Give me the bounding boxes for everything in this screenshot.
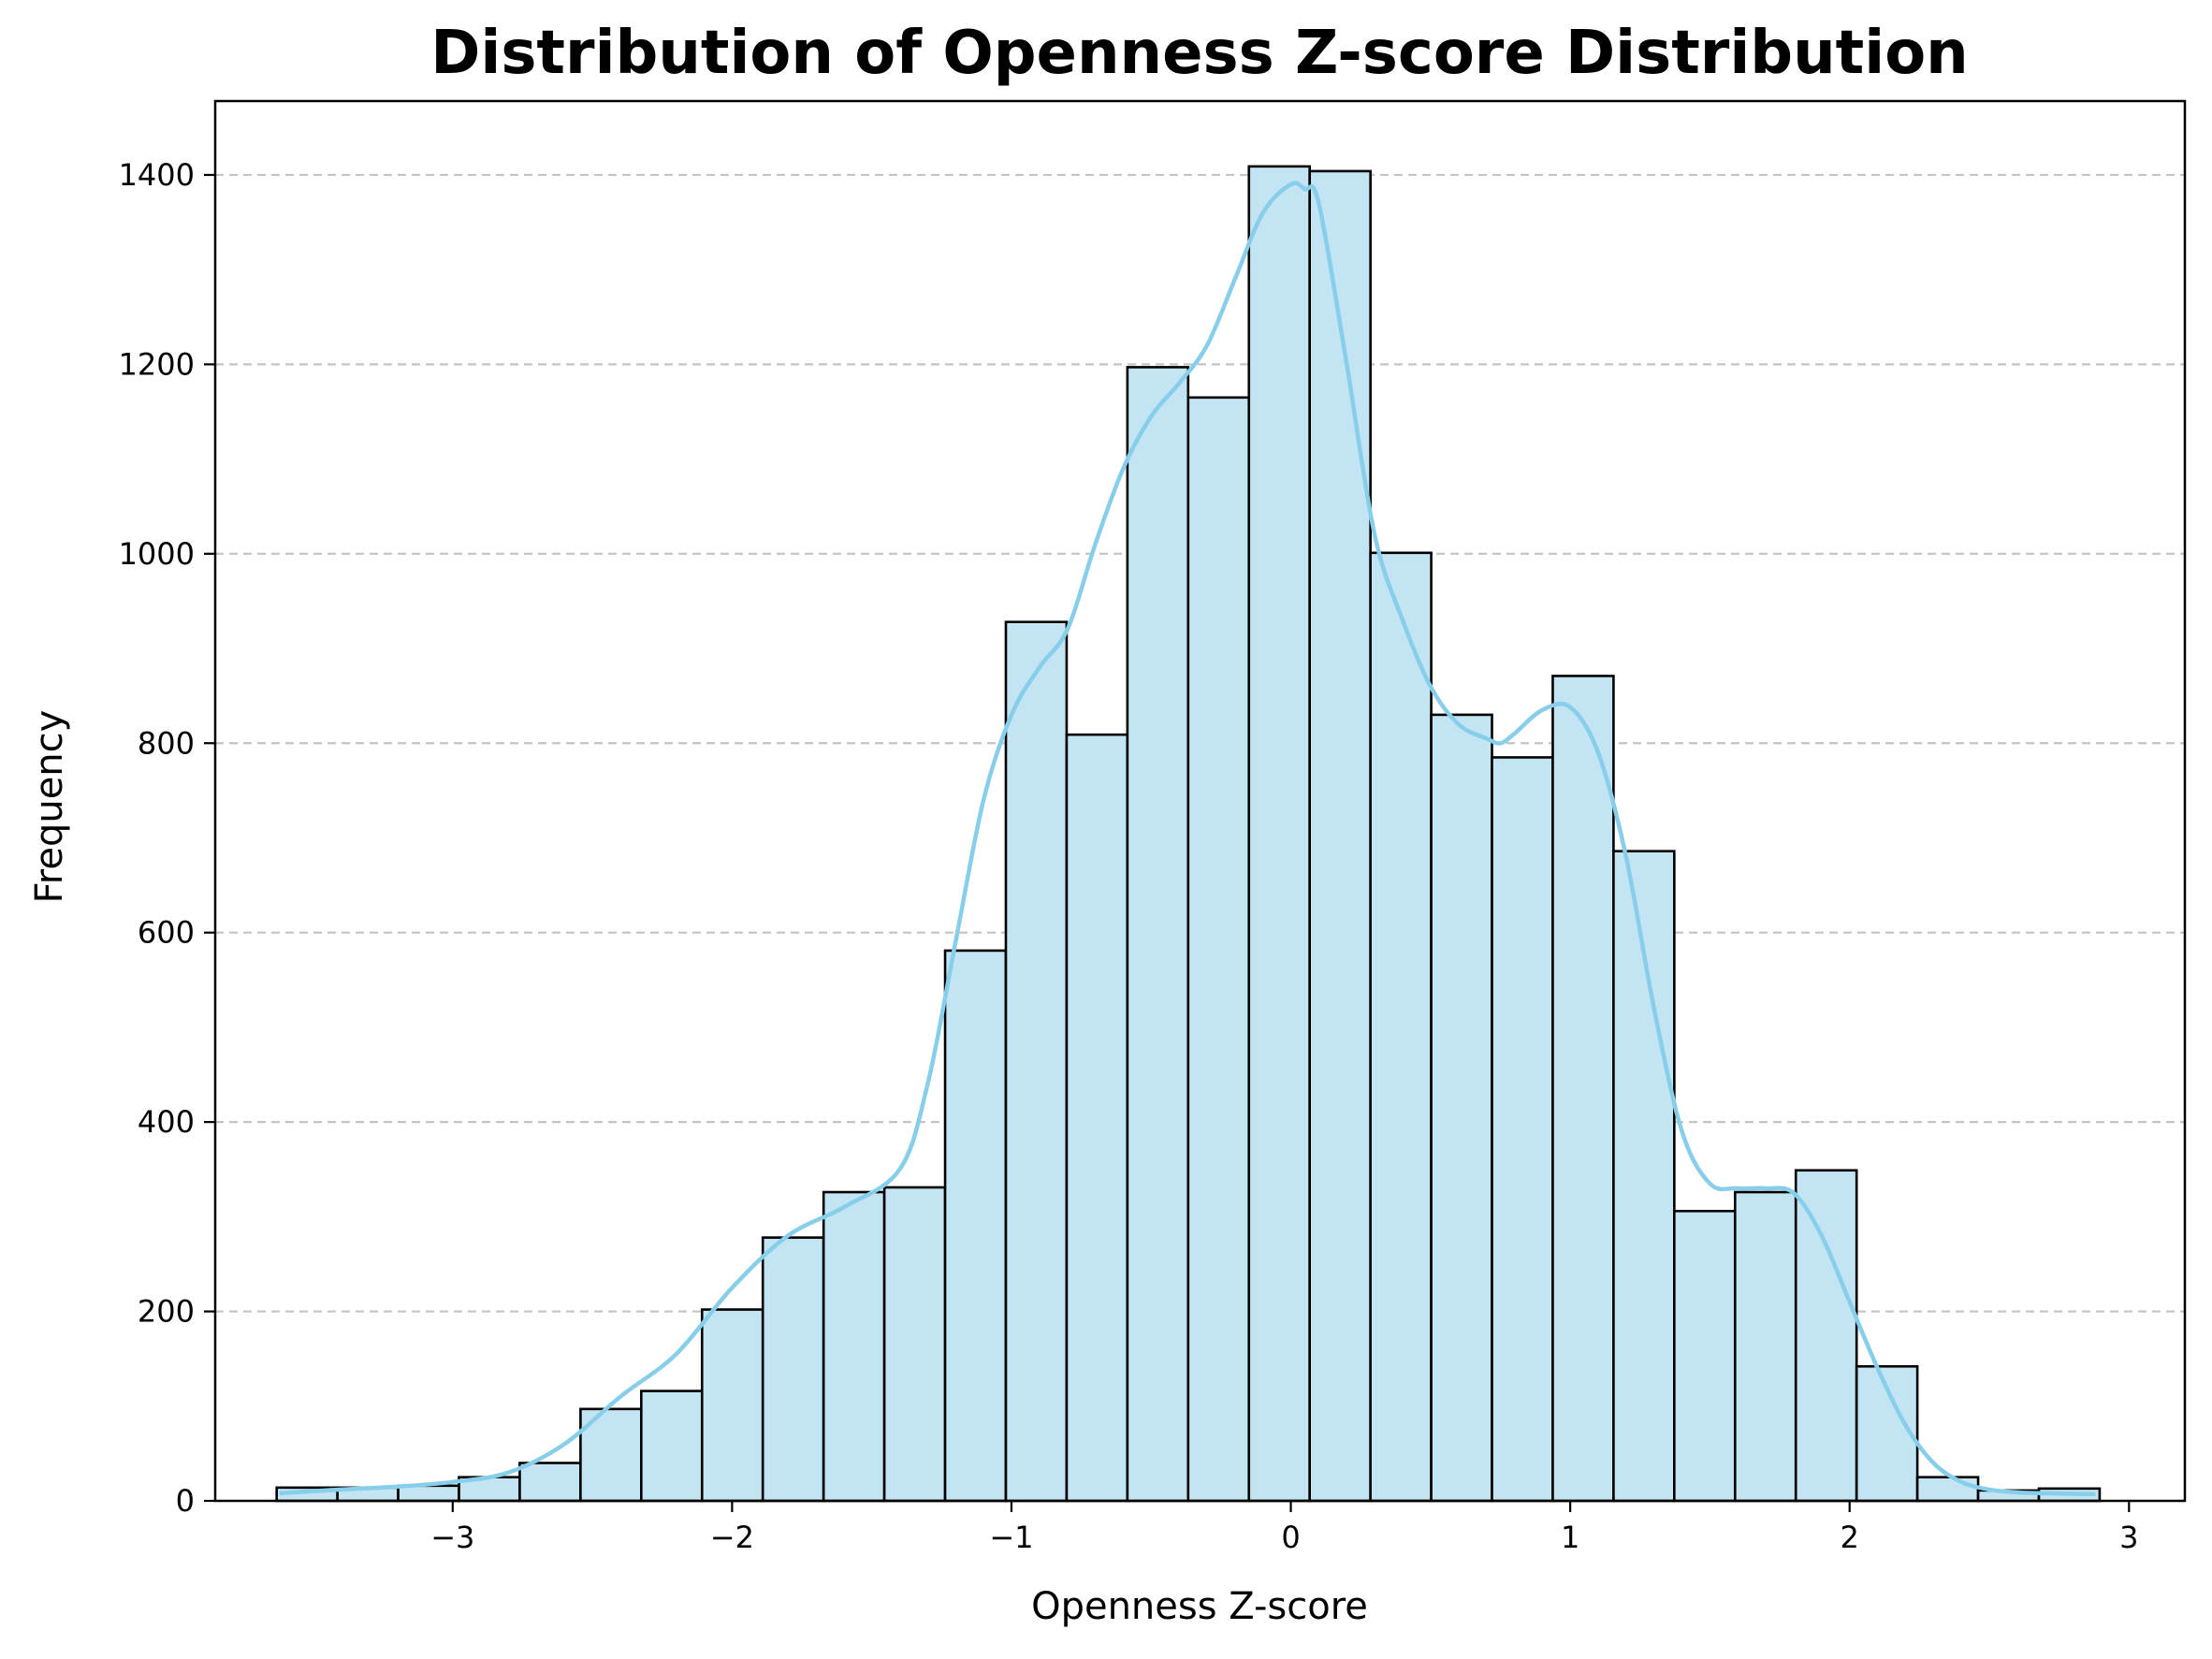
histogram-bar bbox=[943, 949, 1008, 1503]
histogram-bar bbox=[1915, 1476, 1980, 1503]
histogram-bar bbox=[1126, 366, 1190, 1503]
y-tick-label: 1000 bbox=[119, 536, 195, 572]
x-tick-label: 0 bbox=[1281, 1520, 1300, 1555]
y-tick-label: 200 bbox=[138, 1294, 195, 1330]
plot-frame bbox=[213, 99, 2187, 1503]
x-tick-label: 2 bbox=[1841, 1520, 1859, 1555]
histogram-bar bbox=[1247, 165, 1311, 1503]
x-tick-label: −2 bbox=[710, 1520, 754, 1555]
histogram-bar bbox=[1673, 1209, 1737, 1503]
histogram-bar bbox=[761, 1236, 825, 1503]
histogram-bars bbox=[275, 165, 2102, 1503]
histogram-bar bbox=[1855, 1364, 1919, 1503]
histogram-bar bbox=[1369, 551, 1433, 1503]
x-tick-label: 3 bbox=[2119, 1520, 2138, 1555]
histogram-bar bbox=[1733, 1190, 1797, 1503]
y-tick-label: 1200 bbox=[119, 346, 195, 382]
x-tick-label: −3 bbox=[430, 1520, 474, 1555]
y-axis-ticks: 0 200 400 600 800 1000 1200 1400 bbox=[119, 157, 215, 1519]
histogram-bar bbox=[1794, 1169, 1858, 1503]
x-tick-label: 1 bbox=[1561, 1520, 1579, 1555]
x-tick-label: −1 bbox=[989, 1520, 1033, 1555]
y-tick-label: 400 bbox=[138, 1104, 195, 1140]
histogram-bar bbox=[882, 1186, 947, 1503]
histogram-bar bbox=[1430, 713, 1493, 1503]
histogram-bar bbox=[1308, 169, 1372, 1503]
histogram-bar bbox=[1551, 675, 1615, 1503]
y-tick-label: 600 bbox=[138, 915, 195, 951]
histogram-bar bbox=[1186, 396, 1251, 1503]
kde-curve bbox=[279, 181, 2096, 1497]
x-axis-label: Openness Z-score bbox=[1031, 1585, 1368, 1628]
histogram-bar bbox=[700, 1308, 764, 1503]
y-tick-label: 0 bbox=[176, 1483, 195, 1519]
histogram-bar bbox=[1491, 756, 1554, 1503]
histogram-bar bbox=[1065, 733, 1129, 1503]
histogram-bar bbox=[640, 1390, 704, 1503]
histogram-bar bbox=[518, 1462, 582, 1503]
y-tick-label: 800 bbox=[138, 725, 195, 761]
histogram-bar bbox=[822, 1190, 886, 1503]
x-axis-ticks: −3 −2 −1 0 1 2 3 bbox=[430, 1501, 2138, 1555]
y-axis-label: Frequency bbox=[28, 710, 71, 904]
chart-title: Distribution of Openness Z-score Distrib… bbox=[430, 19, 1968, 88]
histogram-bar bbox=[1004, 620, 1069, 1503]
y-tick-label: 1400 bbox=[119, 157, 195, 193]
